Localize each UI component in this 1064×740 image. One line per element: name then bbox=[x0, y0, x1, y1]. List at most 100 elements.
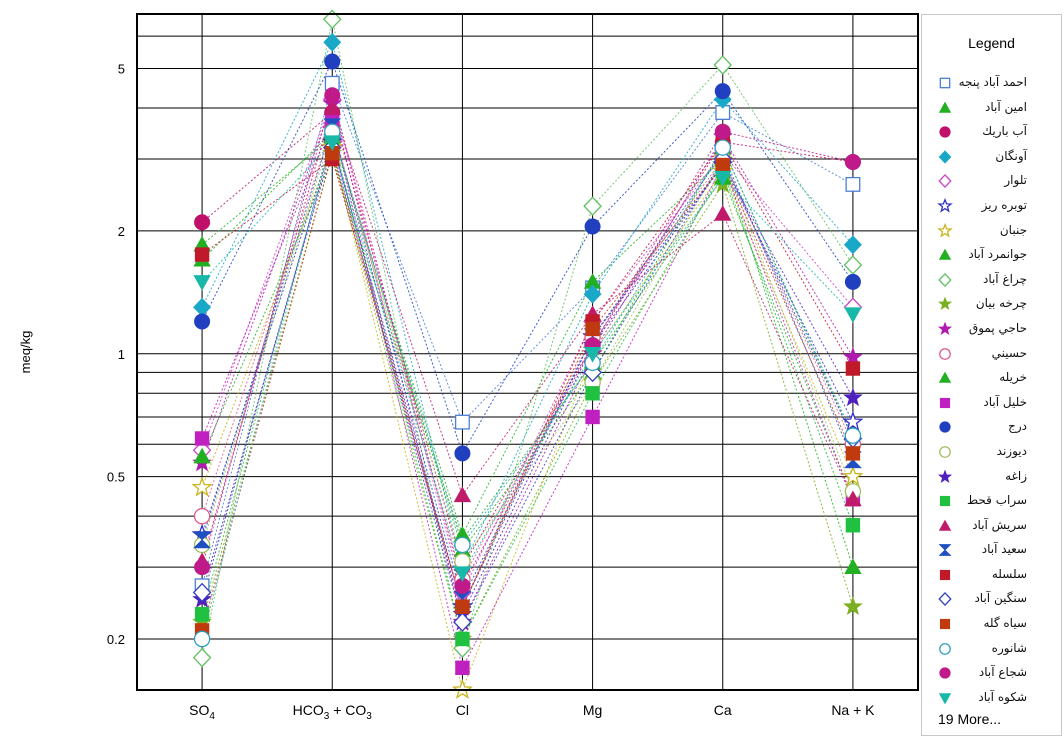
data-point bbox=[194, 214, 211, 231]
series-line bbox=[201, 151, 854, 641]
data-point bbox=[323, 99, 341, 115]
legend-item: خليل آباد bbox=[922, 391, 1061, 416]
legend-item-label: شجاع آباد bbox=[978, 665, 1027, 680]
data-point bbox=[844, 154, 861, 171]
series-line bbox=[201, 130, 854, 563]
legend-item-label: سراب قحط bbox=[967, 493, 1027, 508]
legend-item: سعيد آباد bbox=[922, 538, 1061, 563]
data-point bbox=[584, 218, 601, 235]
data-point bbox=[844, 490, 862, 507]
legend-item: سراب قحط bbox=[922, 489, 1061, 514]
legend-item-label: سياه گله bbox=[983, 616, 1027, 631]
data-point bbox=[843, 235, 862, 255]
legend-symbol-icon bbox=[939, 347, 951, 360]
data-point bbox=[193, 447, 211, 464]
legend-item-label: خريله bbox=[999, 370, 1027, 385]
legend-item-label: چرخه بيان bbox=[975, 296, 1027, 311]
legend-item: چرخه بيان bbox=[922, 292, 1061, 317]
data-point bbox=[844, 307, 862, 324]
series-line bbox=[201, 111, 853, 569]
legend-item: شكوه آباد bbox=[922, 686, 1061, 711]
legend-symbol-icon bbox=[937, 321, 953, 335]
legend-symbol-icon bbox=[939, 421, 951, 433]
legend-item: احمد آباد پنجه bbox=[922, 71, 1061, 96]
legend-item: جنبان bbox=[922, 219, 1061, 244]
data-point bbox=[714, 205, 732, 221]
data-point bbox=[193, 630, 211, 648]
legend-item-label: سلسله bbox=[991, 566, 1027, 581]
legend-symbol-icon bbox=[938, 174, 952, 189]
data-point bbox=[583, 284, 602, 304]
y-tick-label: 1 bbox=[118, 347, 125, 362]
data-point bbox=[714, 170, 732, 187]
legend-item: امين آباد bbox=[922, 96, 1061, 121]
data-point bbox=[585, 409, 600, 425]
legend-item: سنگين آباد bbox=[922, 587, 1061, 612]
legend-symbol-icon bbox=[938, 248, 952, 260]
data-point bbox=[713, 55, 733, 75]
legend-item-label: توبره ريز bbox=[981, 197, 1027, 212]
x-tick-label: HCO3 + CO3 bbox=[293, 702, 373, 722]
legend-item-label: شكوه آباد bbox=[978, 689, 1027, 704]
series-line bbox=[201, 106, 854, 562]
y-axis-title: meq/kg bbox=[18, 331, 33, 374]
x-tick-label: Ca bbox=[714, 702, 732, 718]
legend-item-label: آب باريك bbox=[982, 124, 1027, 139]
legend-item: توبره ريز bbox=[922, 194, 1061, 219]
series-line bbox=[201, 124, 854, 601]
series-line bbox=[201, 136, 854, 568]
data-point bbox=[453, 566, 472, 582]
legend-symbol-icon bbox=[938, 272, 952, 287]
legend-symbol-icon bbox=[939, 446, 951, 458]
legend-symbol-icon bbox=[937, 222, 953, 238]
legend-symbol-icon bbox=[938, 693, 952, 705]
legend-item-label: سعيد آباد bbox=[981, 542, 1027, 557]
legend-item: جوانمرد آباد bbox=[922, 243, 1061, 268]
data-point bbox=[323, 135, 341, 151]
data-point bbox=[322, 9, 342, 30]
legend-symbol-icon bbox=[938, 150, 952, 164]
legend-symbol-icon bbox=[939, 126, 951, 138]
legend-item-label: جنبان bbox=[999, 222, 1027, 237]
data-point bbox=[454, 445, 471, 462]
data-point bbox=[453, 486, 472, 503]
data-point bbox=[191, 476, 213, 497]
legend-item-label: تلوار bbox=[1004, 173, 1027, 188]
data-point bbox=[455, 660, 470, 676]
data-point bbox=[714, 123, 731, 140]
y-axis-ticks: 0.2 0.5 1 2 5 bbox=[107, 61, 125, 647]
series-line bbox=[201, 97, 854, 594]
series-line bbox=[201, 141, 854, 575]
y-tick-label: 2 bbox=[118, 224, 125, 239]
data-point bbox=[585, 321, 600, 337]
legend-symbol-icon bbox=[939, 77, 951, 89]
legend-symbol-icon bbox=[938, 101, 952, 113]
legend-symbol-icon bbox=[939, 397, 951, 408]
legend-list: احمد آباد پنجه امين آباد آب باريك آونگان تلو… bbox=[922, 71, 1061, 710]
legend-symbol-icon bbox=[937, 197, 953, 213]
legend-symbol-icon bbox=[938, 544, 952, 557]
data-point bbox=[843, 255, 863, 275]
x-tick-label: Na + K bbox=[831, 702, 875, 718]
legend-item: خريله bbox=[922, 366, 1061, 391]
legend-item-label: درج bbox=[1008, 419, 1027, 434]
data-point bbox=[842, 411, 864, 432]
data-point bbox=[845, 361, 861, 376]
series-line bbox=[201, 151, 854, 631]
data-point bbox=[844, 558, 862, 574]
legend-item-label: امين آباد bbox=[984, 99, 1027, 114]
series-line bbox=[201, 81, 854, 586]
legend-symbol-icon bbox=[937, 469, 953, 483]
x-tick-label: SO4 bbox=[189, 702, 215, 722]
data-point bbox=[583, 346, 602, 363]
series-line bbox=[201, 145, 854, 624]
data-point bbox=[324, 53, 341, 70]
x-axis-ticks: SO4 HCO3 + CO3 Cl Mg Ca Na + K bbox=[189, 702, 875, 722]
data-point bbox=[194, 559, 211, 576]
legend-symbol-icon bbox=[939, 618, 951, 630]
legend-item: شانوره bbox=[922, 637, 1061, 662]
legend-item-label: حاجي پموق bbox=[968, 320, 1027, 335]
series-line bbox=[201, 129, 854, 640]
legend-more-link[interactable]: 19 More... bbox=[938, 711, 1002, 727]
legend-item: زاغه bbox=[922, 465, 1061, 490]
